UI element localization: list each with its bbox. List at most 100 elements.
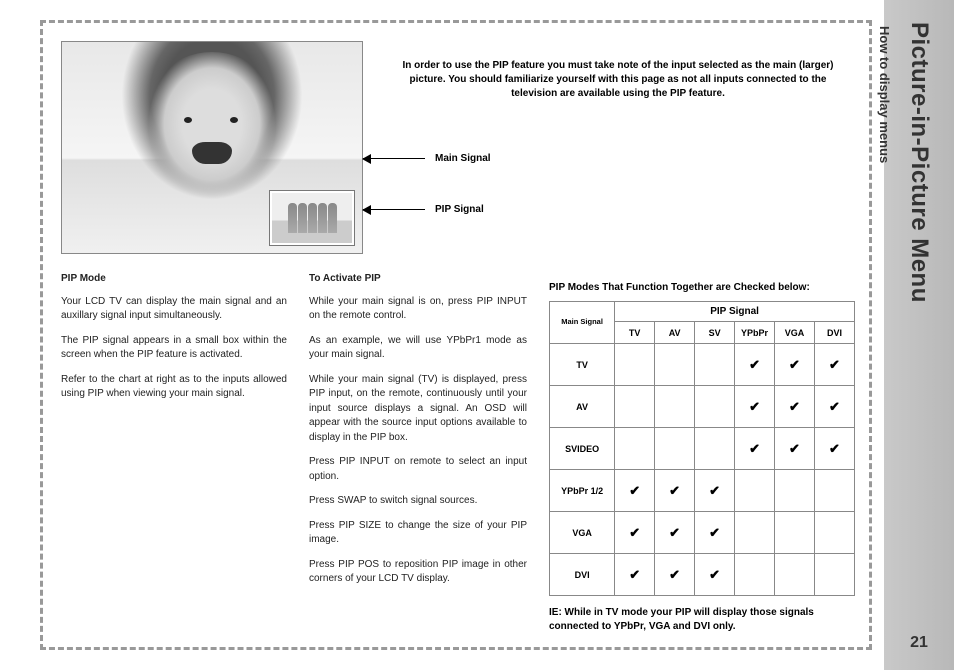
compat-cell — [615, 386, 655, 428]
compat-cell: ✔ — [775, 428, 815, 470]
compat-cell — [695, 428, 735, 470]
row-label: YPbPr 1/2 — [550, 470, 615, 512]
check-icon: ✔ — [749, 399, 760, 414]
check-icon: ✔ — [749, 357, 760, 372]
row-label: TV — [550, 344, 615, 386]
compat-cell: ✔ — [735, 428, 775, 470]
table-row: AV ✔ ✔ ✔ — [550, 386, 855, 428]
compat-cell — [615, 344, 655, 386]
page-number: 21 — [910, 634, 928, 652]
check-icon: ✔ — [829, 441, 840, 456]
row-label: DVI — [550, 554, 615, 596]
pip-compat-table: Main Signal PIP Signal TV AV SV YPbPr VG… — [549, 301, 855, 596]
intro-text: In order to use the PIP feature you must… — [381, 59, 855, 101]
photo-eye-right — [230, 117, 238, 123]
pip-signal-label: PIP Signal — [435, 204, 484, 215]
main-photo — [61, 41, 363, 254]
pip-mode-p3: Refer to the chart at right as to the in… — [61, 373, 287, 402]
table-row: TV ✔ ✔ ✔ — [550, 344, 855, 386]
main-signal-corner: Main Signal — [561, 317, 603, 326]
activate-p5: Press SWAP to switch signal sources. — [309, 494, 527, 509]
body-columns: PIP Mode Your LCD TV can display the mai… — [61, 272, 855, 633]
compat-cell — [655, 344, 695, 386]
col-sv: SV — [695, 322, 735, 344]
col-ypbpr: YPbPr — [735, 322, 775, 344]
row-label: VGA — [550, 512, 615, 554]
sidebar-subtitle: How to display menus — [877, 26, 892, 163]
check-icon: ✔ — [789, 441, 800, 456]
compat-cell — [814, 470, 854, 512]
pip-thumbnail — [270, 191, 354, 245]
compat-cell — [695, 386, 735, 428]
check-icon: ✔ — [629, 525, 640, 540]
table-row: YPbPr 1/2 ✔ ✔ ✔ — [550, 470, 855, 512]
compat-cell: ✔ — [655, 512, 695, 554]
table-note: IE: While in TV mode your PIP will displ… — [549, 606, 855, 633]
activate-p4: Press PIP INPUT on remote to select an i… — [309, 455, 527, 484]
compat-cell — [775, 470, 815, 512]
compat-cell — [615, 428, 655, 470]
check-icon: ✔ — [669, 567, 680, 582]
compat-cell — [735, 470, 775, 512]
compat-cell: ✔ — [775, 386, 815, 428]
table-row: VGA ✔ ✔ ✔ — [550, 512, 855, 554]
compat-cell — [655, 428, 695, 470]
table-row: Main Signal PIP Signal — [550, 302, 855, 322]
compat-cell: ✔ — [814, 386, 854, 428]
column-pip-mode: PIP Mode Your LCD TV can display the mai… — [61, 272, 287, 633]
pip-people — [272, 193, 352, 243]
compat-cell — [814, 512, 854, 554]
row-label: AV — [550, 386, 615, 428]
sidebar-title: Picture-in-Picture Menu — [905, 22, 933, 303]
check-icon: ✔ — [709, 483, 720, 498]
col-vga: VGA — [775, 322, 815, 344]
activate-p3: While your main signal (TV) is displayed… — [309, 373, 527, 446]
check-icon: ✔ — [829, 357, 840, 372]
content-area: In order to use the PIP feature you must… — [0, 0, 884, 670]
pip-mode-heading: PIP Mode — [61, 272, 287, 287]
compat-cell — [775, 512, 815, 554]
compat-cell: ✔ — [655, 470, 695, 512]
column-activate: To Activate PIP While your main signal i… — [309, 272, 527, 633]
table-row: DVI ✔ ✔ ✔ — [550, 554, 855, 596]
check-icon: ✔ — [789, 399, 800, 414]
compat-cell — [775, 554, 815, 596]
table-caption: PIP Modes That Function Together are Che… — [549, 282, 855, 293]
compat-cell: ✔ — [814, 344, 854, 386]
arrow-line-icon — [363, 158, 425, 160]
compat-cell — [695, 344, 735, 386]
check-icon: ✔ — [789, 357, 800, 372]
check-icon: ✔ — [629, 567, 640, 582]
activate-heading: To Activate PIP — [309, 272, 527, 287]
compat-cell: ✔ — [655, 554, 695, 596]
compat-cell: ✔ — [695, 512, 735, 554]
table-row: SVIDEO ✔ ✔ ✔ — [550, 428, 855, 470]
page: In order to use the PIP feature you must… — [0, 0, 954, 670]
compat-cell: ✔ — [775, 344, 815, 386]
pip-mode-p1: Your LCD TV can display the main signal … — [61, 295, 287, 324]
col-dvi: DVI — [814, 322, 854, 344]
check-icon: ✔ — [749, 441, 760, 456]
photo-face — [137, 52, 287, 212]
check-icon: ✔ — [669, 525, 680, 540]
compat-cell: ✔ — [695, 470, 735, 512]
corner-cell: Main Signal — [550, 302, 615, 344]
check-icon: ✔ — [709, 567, 720, 582]
arrow-main: Main Signal — [363, 153, 533, 164]
photo-mouth — [192, 142, 232, 164]
table-body: TV✔✔✔AV✔✔✔SVIDEO✔✔✔YPbPr 1/2✔✔✔VGA✔✔✔DVI… — [550, 344, 855, 596]
compat-cell: ✔ — [735, 344, 775, 386]
photo-eye-left — [184, 117, 192, 123]
compat-cell: ✔ — [695, 554, 735, 596]
activate-p6: Press PIP SIZE to change the size of you… — [309, 519, 527, 548]
compat-cell: ✔ — [735, 386, 775, 428]
signal-arrows: Main Signal PIP Signal — [363, 153, 533, 255]
compat-cell: ✔ — [615, 512, 655, 554]
col-av: AV — [655, 322, 695, 344]
row-label: SVIDEO — [550, 428, 615, 470]
check-icon: ✔ — [669, 483, 680, 498]
pip-mode-p2: The PIP signal appears in a small box wi… — [61, 334, 287, 363]
pip-signal-header: PIP Signal — [615, 302, 855, 322]
check-icon: ✔ — [829, 399, 840, 414]
check-icon: ✔ — [629, 483, 640, 498]
